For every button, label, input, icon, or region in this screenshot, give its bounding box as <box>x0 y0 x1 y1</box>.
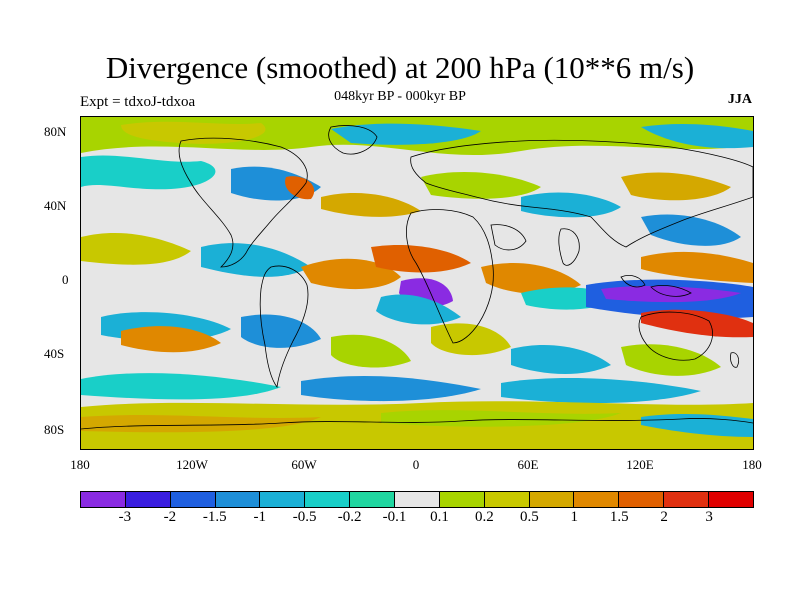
lon-label-180e: 180 <box>742 457 762 472</box>
colorbar-swatch <box>170 492 216 507</box>
lon-label-0: 0 <box>412 457 420 472</box>
experiment-label: Expt = tdxoJ-tdxoa <box>80 94 196 110</box>
colorbar-swatch <box>664 492 710 507</box>
lon-label-120e: 120E <box>626 457 654 472</box>
lat-label-40n: 40N <box>44 198 67 213</box>
lon-label-60e: 60E <box>517 457 539 472</box>
colorbar-swatch <box>619 492 665 507</box>
colorbar-tick-label: -2 <box>163 509 177 525</box>
lat-label-40s: 40S <box>44 346 65 361</box>
colorbar-tick-label: -0.2 <box>337 509 362 525</box>
colorbar-tick-label: -1.5 <box>202 509 227 525</box>
colorbar-swatch <box>81 492 126 507</box>
map-panel <box>80 116 754 450</box>
colorbar-swatch <box>439 492 485 507</box>
lat-label-80n: 80N <box>44 124 67 139</box>
colorbar-swatch <box>395 492 440 507</box>
colorbar-tick-label: 0.5 <box>519 509 539 525</box>
colorbar-tick-label: 0.1 <box>430 509 449 525</box>
colorbar-tick-label: -3 <box>118 509 132 525</box>
colorbar-swatch <box>260 492 306 507</box>
colorbar-swatch <box>350 492 396 507</box>
chart-title: Divergence (smoothed) at 200 hPa (10**6 … <box>105 50 695 85</box>
colorbar-tick-label: 1.5 <box>609 509 629 525</box>
lon-label-60w: 60W <box>291 457 317 472</box>
colorbar-swatch <box>709 492 753 507</box>
lat-label-0: 0 <box>62 272 69 287</box>
colorbar-tick-label: -0.1 <box>382 509 407 525</box>
colorbar-swatch <box>215 492 261 507</box>
lat-label-80s: 80S <box>44 422 65 437</box>
colorbar-swatch <box>484 492 530 507</box>
colorbar-swatch <box>529 492 575 507</box>
season-label: JJA <box>727 92 752 107</box>
period-subtitle: 048kyr BP - 000kyr BP <box>334 89 466 104</box>
colorbar <box>80 491 754 508</box>
lon-label-120w: 120W <box>176 457 208 472</box>
colorbar-tick-label: 1 <box>570 509 579 525</box>
colorbar-tick-label: -1 <box>253 509 266 525</box>
colorbar-swatch <box>305 492 351 507</box>
coastlines <box>81 125 753 430</box>
divergence-map <box>81 117 753 449</box>
colorbar-tick-label: -0.5 <box>292 509 317 525</box>
colorbar-tick-label: 3 <box>705 509 713 525</box>
lon-label-180w: 180 <box>70 457 90 472</box>
colorbar-swatch <box>125 492 171 507</box>
colorbar-swatch <box>574 492 620 507</box>
colorbar-tick-label: 2 <box>660 509 668 525</box>
colorbar-tick-label: 0.2 <box>475 509 494 525</box>
